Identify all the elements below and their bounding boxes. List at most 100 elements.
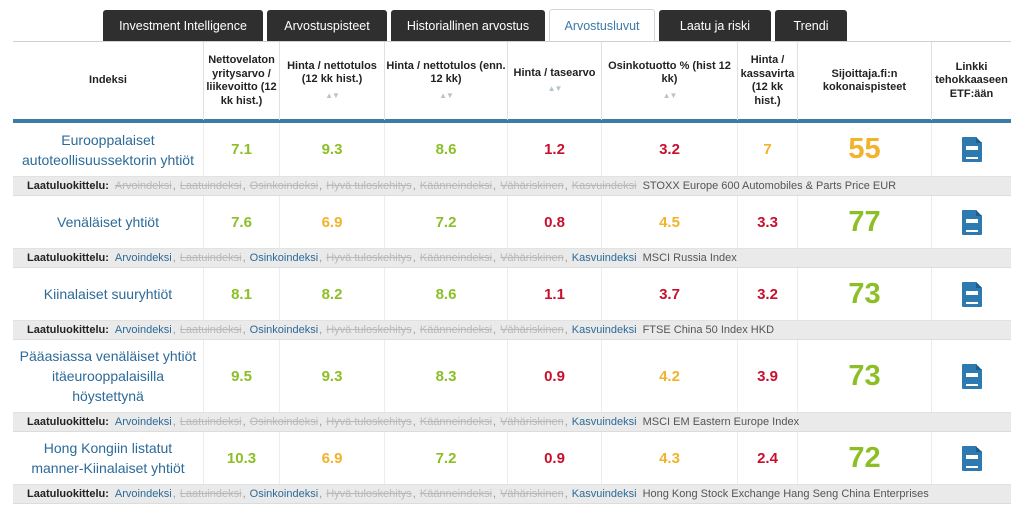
tab-arvostusluvut[interactable]: Arvostusluvut: [549, 9, 655, 42]
tab-arvostuspisteet[interactable]: Arvostuspisteet: [267, 10, 387, 41]
etf-link-cell: [931, 340, 1011, 412]
quality-tag[interactable]: Osinkoindeksi: [249, 324, 319, 336]
quality-tag: Laatuindeksi: [179, 324, 242, 336]
quality-tag[interactable]: Arvoindeksi: [114, 252, 172, 264]
column-header-4[interactable]: Hinta / nettotulos (enn. 12 kk) ▲▼: [384, 42, 507, 120]
column-header-label: Indeksi: [89, 74, 127, 87]
table-row: Venäläiset yhtiöt 7.6 6.9 7.2 0.8 4.5 3.3 77: [13, 196, 1011, 249]
total-score: 55: [797, 123, 931, 176]
document-icon[interactable]: [961, 363, 982, 389]
document-icon[interactable]: [961, 137, 982, 162]
quality-tag[interactable]: Arvoindeksi: [114, 488, 172, 500]
quality-tag[interactable]: Osinkoindeksi: [249, 252, 319, 264]
separator: ,: [172, 252, 176, 264]
quality-tag: Käänneindeksi: [419, 252, 493, 264]
separator: ,: [172, 324, 176, 336]
separator: ,: [172, 180, 176, 192]
quality-tag: Käänneindeksi: [419, 488, 493, 500]
metric-value: 8.6: [384, 268, 507, 320]
separator: ,: [242, 180, 246, 192]
quality-tag[interactable]: Kasvuindeksi: [571, 324, 637, 336]
quality-tag: Vähäriskinen: [500, 416, 564, 428]
metric-value: 7.2: [384, 432, 507, 484]
benchmark-index-name: MSCI EM Eastern Europe Index: [642, 416, 800, 428]
column-header-5[interactable]: Hinta / tasearvo ▲▼: [507, 42, 601, 120]
metric-value: 0.9: [507, 340, 601, 412]
tab-bar: Investment Intelligence Arvostuspisteet …: [0, 0, 1018, 42]
sort-arrows-icon[interactable]: ▲▼: [662, 90, 678, 100]
separator: ,: [412, 180, 416, 192]
sort-arrows-icon[interactable]: ▲▼: [547, 84, 563, 93]
column-header-label: Hinta / nettotulos (enn. 12 kk): [386, 59, 506, 86]
index-name-link[interactable]: Pääasiassa venäläiset yhtiöt itäeurooppa…: [19, 348, 197, 404]
quality-tag: Laatuindeksi: [179, 252, 242, 264]
index-name-link[interactable]: Eurooppalaiset autoteollisuussektorin yh…: [22, 131, 194, 168]
column-header-6[interactable]: Osinkotuotto % (hist 12 kk) ▲▼: [601, 42, 737, 120]
quality-tag[interactable]: Kasvuindeksi: [571, 488, 637, 500]
quality-tag[interactable]: Osinkoindeksi: [249, 488, 319, 500]
valuation-table: Indeksi Nettovelaton yritysarvo / liikevo…: [13, 41, 1011, 511]
sort-arrows-icon[interactable]: ▲▼: [325, 90, 340, 100]
tab-trendi[interactable]: Trendi: [775, 10, 847, 41]
separator: ,: [319, 488, 323, 500]
document-icon[interactable]: [961, 281, 982, 307]
table-row: Pääasiassa venäläiset yhtiöt itäeurooppa…: [13, 340, 1011, 413]
etf-link-cell: [931, 432, 1011, 484]
index-name-link[interactable]: Venäläiset yhtiöt: [57, 214, 159, 230]
metric-value: 0.8: [507, 196, 601, 248]
benchmark-index-name: MSCI Russia Index: [642, 252, 737, 264]
quality-tag: Hyvä tuloskehitys: [326, 252, 412, 264]
header-divider: [13, 119, 1011, 123]
quality-tag: Hyvä tuloskehitys: [326, 488, 412, 500]
tab-historiallinen-arvostus[interactable]: Historiallinen arvostus: [391, 10, 545, 41]
column-header-label: Hinta / tasearvo: [513, 66, 596, 79]
etf-link-cell: [931, 196, 1011, 248]
benchmark-index-name: STOXX Europe 600 Automobiles & Parts Pri…: [642, 180, 897, 192]
column-header-1: Indeksi: [13, 42, 203, 120]
quality-tag: Osinkoindeksi: [249, 416, 319, 428]
separator: ,: [242, 488, 246, 500]
total-score: 77: [797, 196, 931, 248]
column-header-label: Nettovelaton yritysarvo / liikevoitto (1…: [206, 54, 277, 107]
column-header-3[interactable]: Hinta / nettotulos (12 kk hist.) ▲▼: [279, 42, 384, 120]
table-body: Eurooppalaiset autoteollisuussektorin yh…: [13, 123, 1011, 504]
tab-laatu-ja-riski[interactable]: Laatu ja riski: [659, 10, 771, 41]
quality-tag: Arvoindeksi: [114, 180, 172, 192]
separator: ,: [564, 488, 568, 500]
index-name-link[interactable]: Hong Kongiin listatut manner-Kiinalaiset…: [31, 440, 185, 476]
quality-tag[interactable]: Kasvuindeksi: [571, 416, 637, 428]
metric-value: 6.9: [279, 196, 384, 248]
quality-label: Laatuluokittelu:: [27, 488, 109, 500]
quality-label: Laatuluokittelu:: [27, 252, 109, 264]
document-icon[interactable]: [961, 209, 982, 235]
separator: ,: [412, 416, 416, 428]
tab-investment-intelligence[interactable]: Investment Intelligence: [103, 10, 263, 41]
separator: ,: [242, 416, 246, 428]
quality-classification-row: Laatuluokittelu: Arvoindeksi, Laatuindeksi…: [13, 321, 1011, 340]
quality-tag: Käänneindeksi: [419, 180, 493, 192]
sort-arrows-icon[interactable]: ▲▼: [439, 90, 454, 100]
separator: ,: [242, 324, 246, 336]
metric-value: 7.2: [384, 196, 507, 248]
quality-tag: Hyvä tuloskehitys: [326, 416, 412, 428]
metric-value: 10.3: [203, 432, 279, 484]
separator: ,: [319, 324, 323, 336]
metric-value: 3.2: [601, 123, 737, 176]
metric-value: 9.3: [279, 340, 384, 412]
index-name-link[interactable]: Kiinalaiset suuryhtiöt: [43, 286, 173, 302]
quality-tag: Hyvä tuloskehitys: [326, 324, 412, 336]
quality-tag[interactable]: Arvoindeksi: [114, 416, 172, 428]
column-header-7: Hinta / kassavirta (12 kk hist.): [737, 42, 797, 120]
metric-value: 4.5: [601, 196, 737, 248]
quality-label: Laatuluokittelu:: [27, 416, 109, 428]
table-row: Eurooppalaiset autoteollisuussektorin yh…: [13, 123, 1011, 177]
quality-tag[interactable]: Kasvuindeksi: [571, 252, 637, 264]
quality-tag: Käänneindeksi: [419, 416, 493, 428]
metric-value: 3.9: [737, 340, 797, 412]
metric-value: 3.3: [737, 196, 797, 248]
metric-value: 1.2: [507, 123, 601, 176]
quality-tag[interactable]: Arvoindeksi: [114, 324, 172, 336]
column-header-label: Hinta / kassavirta (12 kk hist.): [740, 54, 795, 107]
metric-value: 8.2: [279, 268, 384, 320]
document-icon[interactable]: [961, 445, 982, 471]
